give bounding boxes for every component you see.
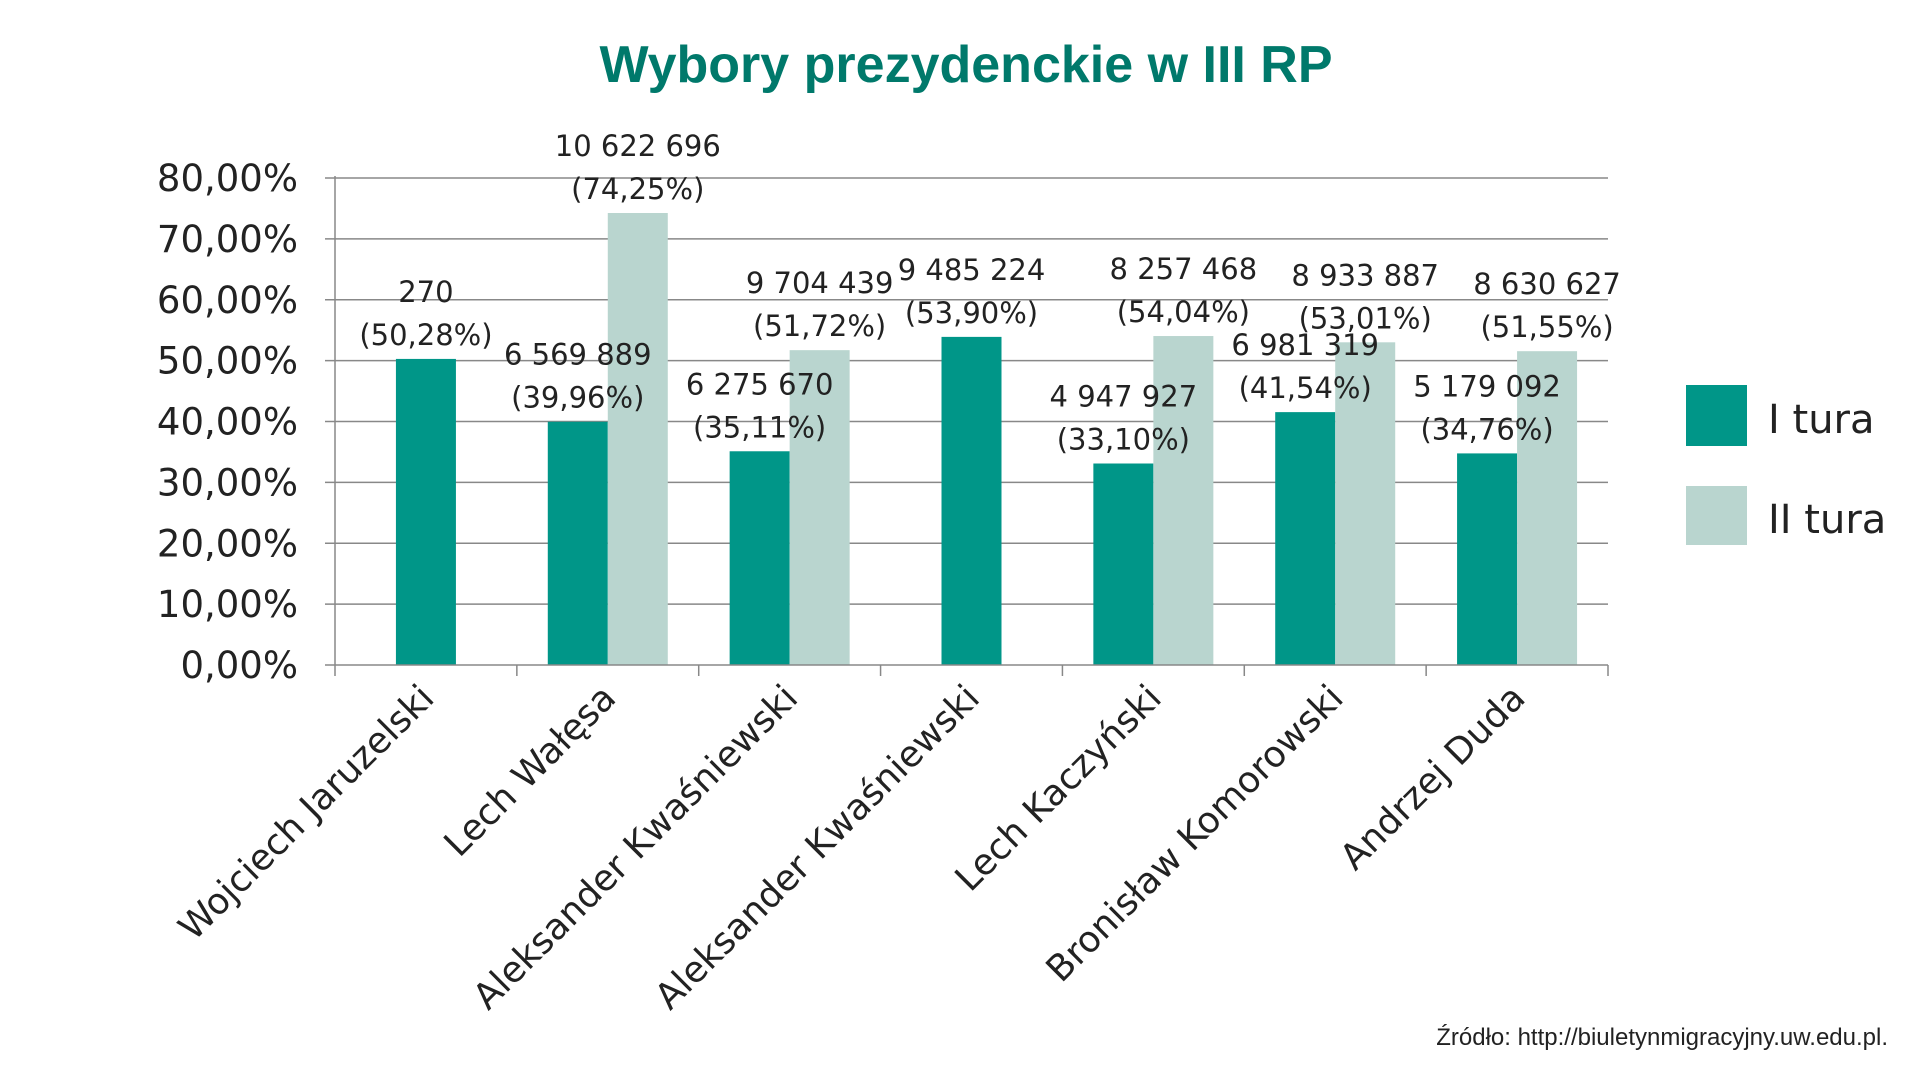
data-label-votes: 6 569 889 (504, 338, 652, 372)
x-tick-label: Aleksander Kwaśniewski (466, 677, 806, 1017)
bars (395, 213, 1578, 666)
data-label-votes: 5 179 092 (1413, 369, 1561, 403)
data-label-percent: (74,25%) (571, 172, 704, 206)
data-label-votes: 6 981 319 (1231, 328, 1379, 362)
data-label-votes: 270 (398, 275, 453, 309)
bar-i-tura (395, 358, 456, 665)
bar-i-tura (1457, 453, 1518, 665)
data-label-votes: 4 947 927 (1050, 380, 1198, 414)
y-tick-label: 80,00% (157, 157, 298, 200)
x-tick-label: Wojciech Jaruzelski (171, 677, 442, 948)
bar-ii-tura (607, 213, 668, 666)
data-label-percent: (54,04%) (1117, 295, 1250, 329)
x-tick-label: Aleksander Kwaśniewski (647, 677, 987, 1017)
legend-label-ii-tura: II tura (1768, 497, 1886, 543)
y-tick-label: 60,00% (157, 279, 298, 322)
data-label-percent: (35,11%) (693, 410, 826, 444)
data-label-percent: (34,76%) (1420, 412, 1553, 446)
data-label-percent: (33,10%) (1057, 423, 1190, 457)
y-tick-label: 30,00% (157, 461, 298, 504)
legend-swatch-ii-tura (1686, 486, 1747, 545)
y-tick-label: 20,00% (157, 522, 298, 565)
data-label-votes: 8 257 468 (1110, 252, 1258, 286)
data-label-percent: (50,28%) (359, 318, 492, 352)
bar-i-tura (729, 451, 790, 665)
data-label-votes: 6 275 670 (686, 367, 834, 401)
source-note: Źródło: http://biuletynmigracyjny.uw.edu… (1436, 1024, 1888, 1051)
legend-label-i-tura: I tura (1768, 397, 1875, 443)
x-tick-label: Andrzej Duda (1333, 677, 1534, 878)
bar-i-tura (547, 421, 608, 665)
data-label-percent: (51,72%) (753, 309, 886, 343)
data-labels: 270 (50,28%) 6 569 889 (39,96%) 10 622 696 (7… (359, 129, 1621, 457)
data-label-votes: 9 485 224 (898, 253, 1046, 287)
bar-i-tura (1093, 463, 1154, 665)
bar-i-tura (1275, 412, 1336, 665)
chart-title: Wybory prezydenckie w III RP (599, 36, 1332, 94)
y-tick-label: 50,00% (157, 340, 298, 383)
y-tick-label: 10,00% (157, 583, 298, 626)
data-label-votes: 8 933 887 (1291, 258, 1439, 292)
y-tick-label: 70,00% (157, 218, 298, 261)
bar-ii-tura (1153, 336, 1214, 665)
x-tick-label: Bronisław Komorowski (1039, 677, 1352, 990)
bar-i-tura (941, 336, 1002, 665)
data-label-percent: (51,55%) (1480, 310, 1613, 344)
legend-swatch-i-tura (1686, 385, 1747, 446)
bar-ii-tura (1517, 351, 1578, 665)
x-tick-label: Lech Wałęsa (437, 677, 625, 865)
data-label-votes: 9 704 439 (746, 266, 894, 300)
legend: I tura II tura (1686, 385, 1886, 545)
data-label-percent: (39,96%) (511, 381, 644, 415)
bar-ii-tura (789, 350, 850, 665)
y-tick-label: 0,00% (180, 644, 298, 687)
bar-ii-tura (1335, 342, 1396, 665)
data-label-votes: 8 630 627 (1473, 267, 1621, 301)
data-label-percent: (53,01%) (1299, 301, 1432, 335)
y-tick-label: 40,00% (157, 401, 298, 444)
data-label-percent: (53,90%) (905, 296, 1038, 330)
data-label-votes: 10 622 696 (555, 129, 721, 163)
data-label-percent: (41,54%) (1239, 371, 1372, 405)
